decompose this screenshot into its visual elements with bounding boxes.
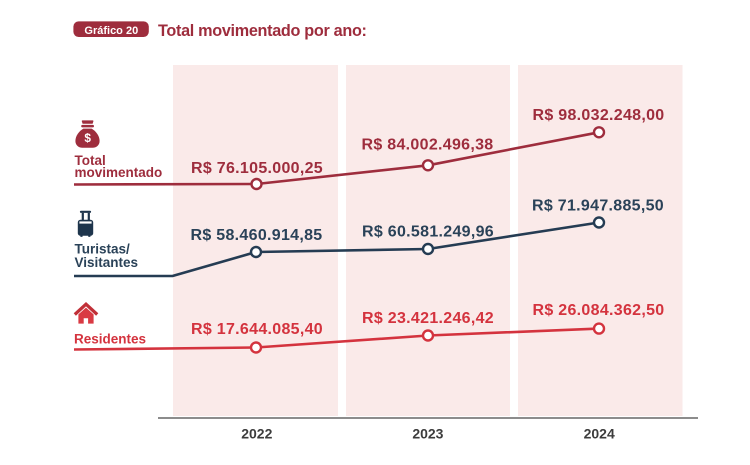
- svg-text:R$ 23.421.246,42: R$ 23.421.246,42: [362, 310, 494, 327]
- svg-text:Gráfico 20: Gráfico 20: [84, 25, 138, 37]
- svg-text:Residentes: Residentes: [74, 332, 146, 347]
- svg-text:Visitantes: Visitantes: [75, 255, 139, 270]
- svg-text:R$ 26.084.362,50: R$ 26.084.362,50: [532, 302, 664, 319]
- svg-text:movimentado: movimentado: [75, 165, 163, 180]
- svg-text:R$ 60.581.249,96: R$ 60.581.249,96: [362, 223, 494, 240]
- svg-text:R$ 84.002.496,38: R$ 84.002.496,38: [361, 137, 493, 154]
- svg-text:2022: 2022: [241, 426, 272, 442]
- svg-text:R$ 76.105.000,25: R$ 76.105.000,25: [191, 160, 323, 177]
- svg-text:2024: 2024: [584, 426, 615, 442]
- svg-text:R$ 98.032.248,00: R$ 98.032.248,00: [532, 107, 664, 124]
- svg-text:Turistas/: Turistas/: [75, 241, 131, 256]
- svg-text:Total movimentado por ano:: Total movimentado por ano:: [158, 22, 367, 40]
- svg-text:2023: 2023: [412, 426, 443, 442]
- svg-text:R$ 58.460.914,85: R$ 58.460.914,85: [190, 227, 322, 244]
- svg-text:R$ 71.947.885,50: R$ 71.947.885,50: [532, 197, 664, 214]
- svg-text:R$ 17.644.085,40: R$ 17.644.085,40: [191, 321, 323, 338]
- svg-text:$: $: [84, 131, 91, 145]
- svg-text:Total: Total: [75, 153, 106, 168]
